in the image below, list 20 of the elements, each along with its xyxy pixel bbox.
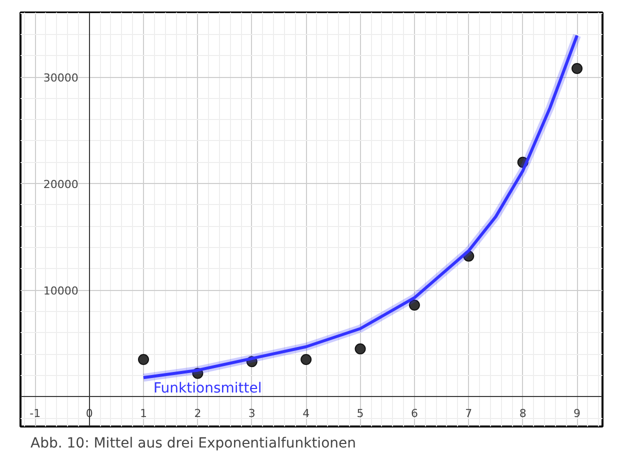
- y-tick-label: 30000: [43, 72, 78, 85]
- y-tick-label: 10000: [43, 284, 78, 298]
- x-tick-label: 3: [248, 406, 256, 420]
- x-tick-label: 7: [465, 406, 472, 420]
- point: [138, 354, 150, 366]
- x-tick-label: 5: [356, 406, 364, 420]
- series-label: Funktionsmittel: [154, 380, 262, 397]
- caption: Abb. 10: Mittel aus drei Exponentialfunktionen: [30, 436, 356, 452]
- point: [300, 354, 312, 366]
- x-tick-label: 6: [410, 406, 418, 420]
- x-tick-label: 8: [519, 406, 526, 420]
- x-tick-label: 1: [140, 406, 148, 420]
- point: [408, 300, 420, 311]
- x-tick-label: 4: [302, 406, 310, 420]
- x-tick-label: 2: [194, 406, 202, 420]
- point: [572, 62, 583, 74]
- y-tick-label: 20000: [43, 178, 78, 192]
- x-tick-label: -1: [30, 406, 41, 420]
- x-tick-label: 9: [574, 406, 581, 420]
- point: [354, 343, 366, 354]
